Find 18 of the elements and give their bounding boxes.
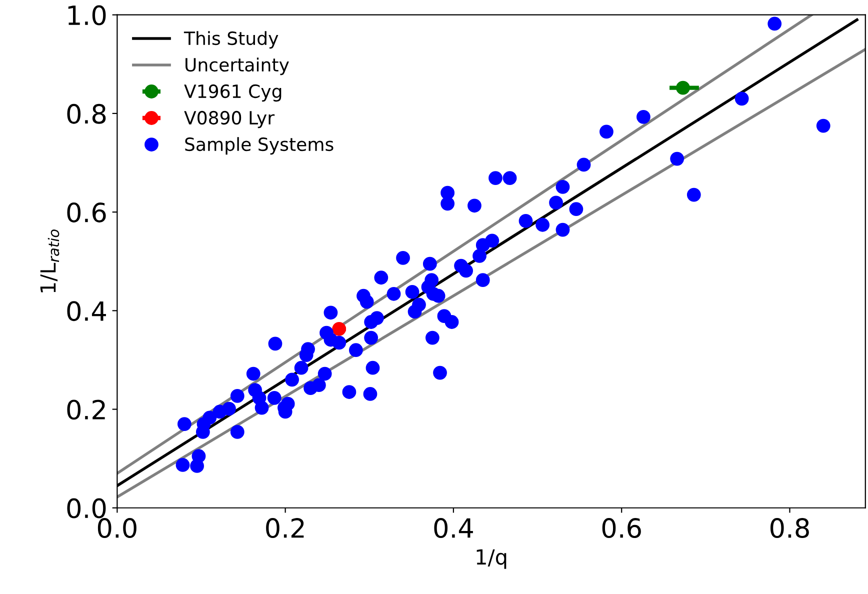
legend-label: Sample Systems	[185, 137, 334, 155]
y-tick-label: 0.6	[67, 202, 106, 222]
y-tick-label: 0.2	[67, 400, 105, 420]
x-tick-label: 0.0	[98, 518, 136, 538]
y-tick-label: 0.0	[67, 498, 106, 518]
x-tick-label: 0.8	[770, 518, 809, 538]
legend-label: V1961 Cyg	[184, 84, 282, 102]
legend-label: Uncertainty	[186, 58, 289, 76]
y-tick-label: 0.4	[67, 301, 106, 322]
y-tick-label: 1.0	[68, 5, 106, 26]
y-axis-title: 1/L$_{ratio}$	[40, 230, 60, 292]
x-tick-label: 0.4	[434, 518, 473, 538]
y-tick-label: 0.8	[67, 104, 106, 124]
x-axis-title: 1/q	[476, 549, 506, 569]
legend-label: This Study	[184, 31, 278, 49]
x-tick-label: 0.2	[266, 518, 304, 538]
legend-label: V0890 Lyr	[184, 110, 275, 128]
x-tick-label: 0.6	[602, 518, 641, 538]
